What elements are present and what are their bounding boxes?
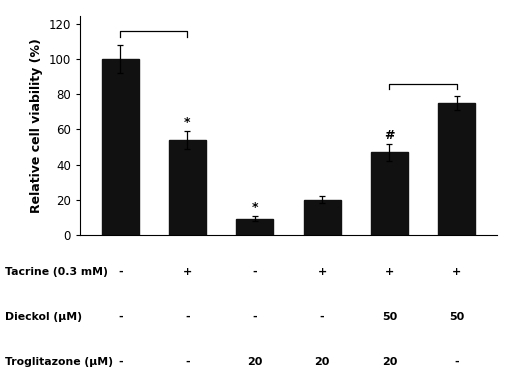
Text: 20: 20 (247, 357, 263, 367)
Text: -: - (320, 312, 324, 322)
Text: 20: 20 (314, 357, 330, 367)
Bar (371, 152, 408, 235)
Text: 50: 50 (382, 312, 397, 322)
Text: 50: 50 (449, 312, 464, 322)
Text: -: - (118, 357, 123, 367)
Text: Dieckol (μM): Dieckol (μM) (5, 312, 82, 322)
Bar (101, 59, 139, 235)
Text: -: - (118, 312, 123, 322)
Bar (169, 140, 206, 235)
Bar (303, 199, 340, 235)
Text: *: * (184, 117, 191, 129)
Text: -: - (454, 357, 459, 367)
Y-axis label: Relative cell viability (%): Relative cell viability (%) (30, 38, 43, 213)
Bar (438, 103, 475, 235)
Text: -: - (185, 357, 190, 367)
Text: +: + (385, 267, 394, 277)
Bar (236, 219, 273, 235)
Text: Tacrine (0.3 mM): Tacrine (0.3 mM) (5, 267, 108, 277)
Text: -: - (185, 312, 190, 322)
Text: -: - (118, 267, 123, 277)
Text: -: - (252, 312, 257, 322)
Text: 20: 20 (382, 357, 397, 367)
Text: Troglitazone (μM): Troglitazone (μM) (5, 357, 113, 367)
Text: -: - (252, 267, 257, 277)
Text: +: + (317, 267, 327, 277)
Text: #: # (384, 129, 394, 142)
Text: *: * (251, 201, 258, 214)
Text: +: + (452, 267, 461, 277)
Text: +: + (183, 267, 192, 277)
